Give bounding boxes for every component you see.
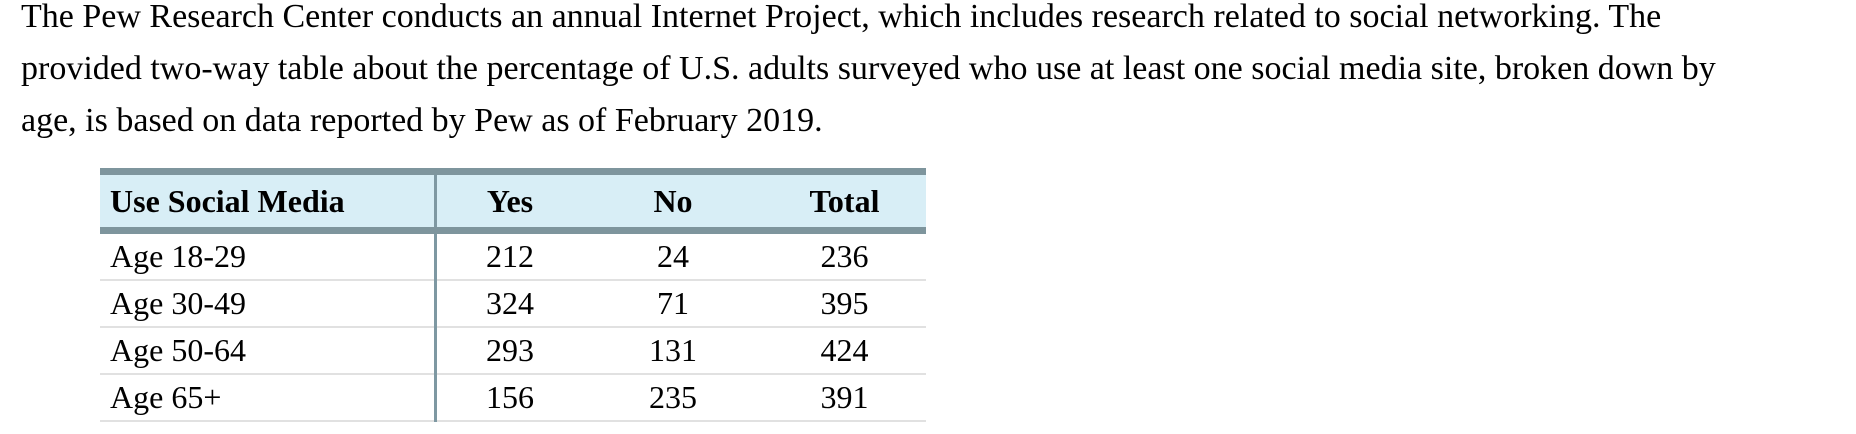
cell-total: 424: [763, 327, 926, 375]
header-no: No: [583, 168, 763, 234]
cell-yes: 293: [434, 327, 583, 375]
cell-yes: 324: [434, 280, 583, 328]
cell-yes: 156: [434, 374, 583, 422]
table-row-age-65-plus: Age 65+ 156 235 391: [100, 374, 926, 422]
row-label: Age 30-49: [100, 280, 436, 328]
cell-yes: 212: [434, 230, 583, 281]
header-use-social-media: Use Social Media: [100, 168, 436, 234]
table-row-age-50-64: Age 50-64 293 131 424: [100, 327, 926, 375]
header-yes: Yes: [434, 168, 583, 234]
cell-no: 235: [583, 374, 763, 422]
row-label: Age 18-29: [100, 230, 436, 281]
row-label: Age 50-64: [100, 327, 436, 375]
two-way-table: Use Social Media Yes No Total Age 18-29 …: [100, 168, 926, 422]
cell-total: 395: [763, 280, 926, 328]
table-row-age-18-29: Age 18-29 212 24 236: [100, 230, 926, 281]
cell-no: 131: [583, 327, 763, 375]
paragraph-line-2: provided two-way table about the percent…: [21, 50, 1716, 87]
table-header-row: Use Social Media Yes No Total: [100, 168, 926, 234]
cell-total: 391: [763, 374, 926, 422]
header-total: Total: [763, 168, 926, 234]
paragraph-line-1: The Pew Research Center conducts an annu…: [21, 0, 1662, 35]
cell-total: 236: [763, 230, 926, 281]
cell-no: 24: [583, 230, 763, 281]
cell-no: 71: [583, 280, 763, 328]
problem-statement: The Pew Research Center conducts an annu…: [21, 0, 1716, 147]
row-label: Age 65+: [100, 374, 436, 422]
table-row-age-30-49: Age 30-49 324 71 395: [100, 280, 926, 328]
paragraph-line-3: age, is based on data reported by Pew as…: [21, 102, 823, 139]
